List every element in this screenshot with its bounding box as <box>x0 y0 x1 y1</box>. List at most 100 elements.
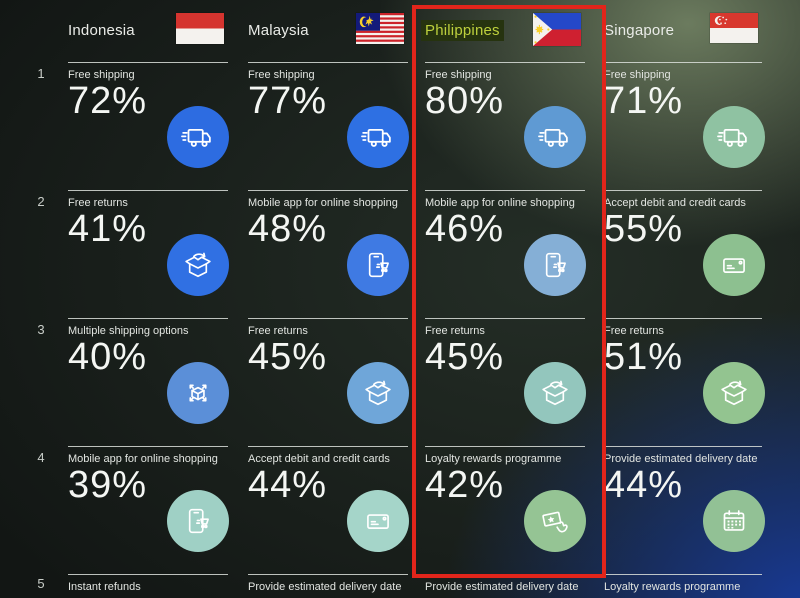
stat-cell: Free returns 41% <box>68 190 229 318</box>
stat-label: Free returns <box>604 325 664 337</box>
singapore-flag <box>710 13 758 43</box>
stat-label: Provide estimated delivery date <box>425 581 579 593</box>
stat-label: Free shipping <box>68 69 135 81</box>
stat-cell: Free returns 45% <box>248 318 409 446</box>
stat-cell: Multiple shipping options 40% <box>68 318 229 446</box>
indonesia-flag <box>176 13 224 44</box>
stat-value: 45% <box>425 336 505 378</box>
stat-label: Free shipping <box>604 69 671 81</box>
stat-cell: Provide estimated delivery date <box>425 574 585 598</box>
divider <box>68 318 228 319</box>
stat-value: 72% <box>68 80 148 122</box>
stat-value: 41% <box>68 208 148 250</box>
delivery-truck-icon <box>524 106 586 168</box>
delivery-truck-icon <box>347 106 409 168</box>
stat-cell: Free shipping 71% <box>604 62 765 190</box>
cube-arrows-icon <box>167 362 229 424</box>
stat-cell: Mobile app for online shopping 39% <box>68 446 229 574</box>
divider <box>68 190 228 191</box>
column-header: Malaysia <box>248 0 408 62</box>
divider <box>425 318 585 319</box>
stat-value: 48% <box>248 208 328 250</box>
stat-label: Free returns <box>248 325 308 337</box>
stat-label: Mobile app for online shopping <box>68 453 218 465</box>
stat-cell: Provide estimated delivery date 44% <box>604 446 765 574</box>
delivery-truck-icon <box>167 106 229 168</box>
rank-number: 5 <box>37 576 45 591</box>
rank-number: 3 <box>37 322 45 337</box>
stat-cell: Mobile app for online shopping 48% <box>248 190 409 318</box>
stat-label: Accept debit and credit cards <box>248 453 390 465</box>
divider <box>425 62 585 63</box>
loyalty-card-hand-icon <box>524 490 586 552</box>
open-box-return-icon <box>524 362 586 424</box>
column-singapore: Singapore Free shipping 71% <box>604 0 765 598</box>
divider <box>425 446 585 447</box>
open-box-return-icon <box>167 234 229 296</box>
divider <box>248 190 408 191</box>
philippines-flag <box>533 13 581 46</box>
stat-value: 45% <box>248 336 328 378</box>
stat-value: 55% <box>604 208 684 250</box>
stat-value: 80% <box>425 80 505 122</box>
rank-number: 2 <box>37 194 45 209</box>
stat-label: Free shipping <box>248 69 315 81</box>
divider <box>68 574 228 575</box>
stat-label: Mobile app for online shopping <box>248 197 398 209</box>
phone-cart-icon <box>347 234 409 296</box>
country-name: Singapore <box>604 22 675 39</box>
stat-cell: Free shipping 77% <box>248 62 409 190</box>
country-name-highlighted: Philippines <box>421 20 504 41</box>
stat-label: Provide estimated delivery date <box>248 581 402 593</box>
country-name: Malaysia <box>248 22 309 39</box>
divider <box>604 190 762 191</box>
divider <box>604 574 762 575</box>
divider <box>248 446 408 447</box>
stat-label: Provide estimated delivery date <box>604 453 758 465</box>
stat-value: 40% <box>68 336 148 378</box>
divider <box>425 190 585 191</box>
divider <box>248 62 408 63</box>
column-malaysia: Malaysia Free shipping 77% <box>248 0 409 598</box>
divider <box>604 446 762 447</box>
column-philippines: Philippines Free shipping 8 <box>421 0 586 598</box>
divider <box>604 318 762 319</box>
stat-label: Mobile app for online shopping <box>425 197 575 209</box>
credit-card-icon <box>347 490 409 552</box>
rank-number: 1 <box>37 66 45 81</box>
open-box-return-icon <box>347 362 409 424</box>
stat-value: 44% <box>248 464 328 506</box>
stat-cell: Free shipping 72% <box>68 62 229 190</box>
column-indonesia: Indonesia Free shipping 72% Free returns… <box>68 0 229 598</box>
calendar-icon <box>703 490 765 552</box>
stat-value: 39% <box>68 464 148 506</box>
column-header: Singapore <box>604 0 762 62</box>
phone-cart-icon <box>524 234 586 296</box>
open-box-return-icon <box>703 362 765 424</box>
divider <box>425 574 585 575</box>
stat-label: Free returns <box>68 197 128 209</box>
stat-label: Free shipping <box>425 69 492 81</box>
delivery-truck-icon <box>703 106 765 168</box>
stat-value: 77% <box>248 80 328 122</box>
credit-card-icon <box>703 234 765 296</box>
column-header: Indonesia <box>68 0 228 62</box>
stat-value: 44% <box>604 464 684 506</box>
stat-cell: Free returns 51% <box>604 318 765 446</box>
stat-label: Accept debit and credit cards <box>604 197 746 209</box>
stat-value: 51% <box>604 336 684 378</box>
rank-number: 4 <box>37 450 45 465</box>
stat-label: Loyalty rewards programme <box>425 453 562 465</box>
divider <box>68 446 228 447</box>
divider <box>248 574 408 575</box>
stat-value: 71% <box>604 80 684 122</box>
stat-cell: Provide estimated delivery date <box>248 574 408 598</box>
stat-cell: Accept debit and credit cards 44% <box>248 446 409 574</box>
stat-label: Loyalty rewards programme <box>604 581 741 593</box>
stat-value: 46% <box>425 208 505 250</box>
stat-value: 42% <box>425 464 505 506</box>
column-header: Philippines <box>421 0 585 62</box>
stat-label: Multiple shipping options <box>68 325 189 337</box>
stat-cell: Instant refunds <box>68 574 228 598</box>
